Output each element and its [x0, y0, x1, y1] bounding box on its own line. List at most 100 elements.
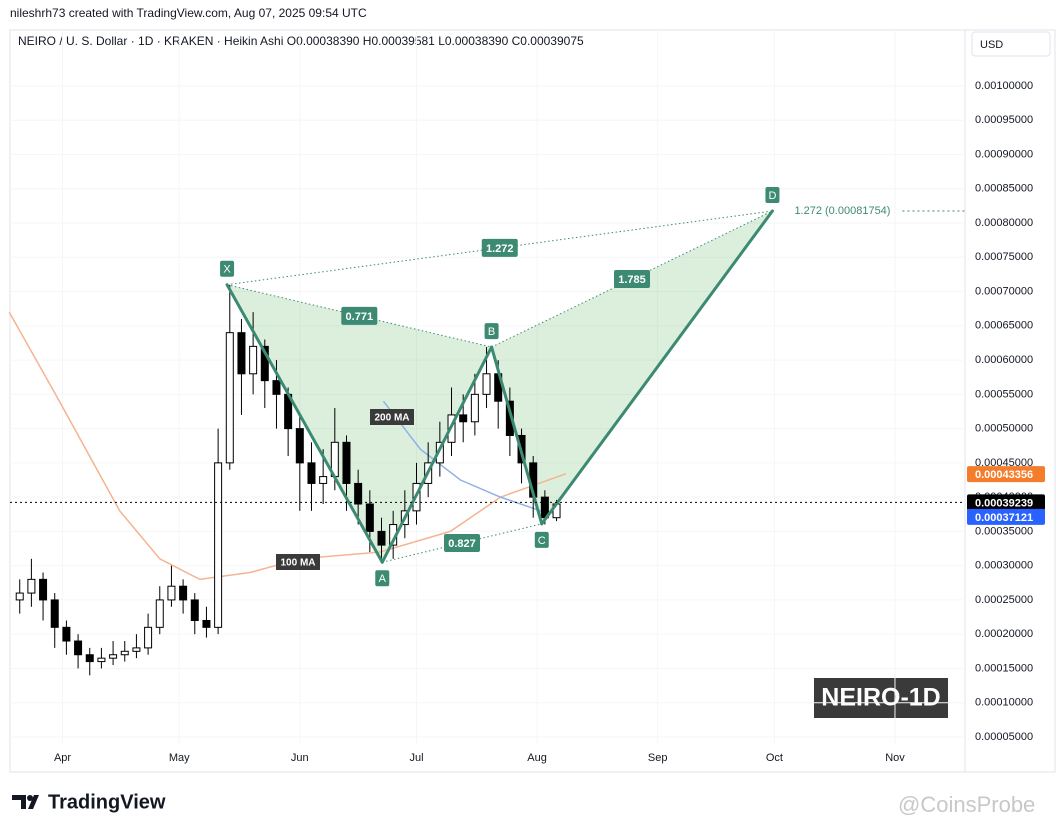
- ratio-label-box: [444, 534, 481, 553]
- point-label-box: [534, 531, 549, 548]
- point-label: B: [488, 326, 495, 338]
- y-tick-label: 0.00020000: [975, 628, 1033, 640]
- candle-body: [377, 530, 386, 546]
- candle-body: [179, 585, 188, 601]
- moving-average: [8, 311, 567, 581]
- pattern-leg: [225, 283, 384, 564]
- candle-body: [190, 599, 199, 621]
- candle-body: [354, 482, 363, 505]
- candle-body: [237, 332, 246, 375]
- candle-body: [15, 592, 24, 601]
- candle-body: [155, 599, 164, 628]
- y-tick-label: 0.00050000: [975, 423, 1033, 435]
- y-tick-label: 0.00085000: [975, 183, 1033, 195]
- ma-label: 100 MA: [280, 558, 315, 569]
- y-tick-label: 0.00100000: [975, 80, 1033, 92]
- pattern-leg: [380, 345, 494, 564]
- ratio-label: 1.785: [618, 274, 646, 286]
- badge: NEIRO-1D: [812, 676, 950, 720]
- candle-body: [249, 345, 258, 375]
- ratio-label: 0.827: [448, 538, 476, 550]
- pattern-ratio-line: [226, 284, 492, 348]
- x-tick-label: Oct: [766, 752, 783, 764]
- point-label-box: [375, 570, 390, 587]
- x-tick-label: Nov: [885, 752, 905, 764]
- frame: [9, 29, 1056, 773]
- plot: [8, 30, 965, 745]
- candle-body: [307, 462, 316, 484]
- candle-body: [85, 654, 94, 663]
- candle-body: [120, 650, 129, 656]
- point-label: C: [538, 535, 546, 547]
- candle-body: [342, 441, 351, 484]
- y-tick-label: 0.00075000: [975, 251, 1033, 263]
- candle-body: [144, 626, 153, 649]
- candle-body: [295, 428, 304, 464]
- x-tick-label: Jun: [291, 752, 309, 764]
- price-tag-label: 0.00039239: [975, 497, 1033, 509]
- ratio-label-box: [481, 238, 518, 257]
- currency[interactable]: USD: [980, 39, 1003, 51]
- x-tick-label: Aug: [527, 752, 547, 764]
- y-tick-label: 0.00090000: [975, 148, 1033, 160]
- y-tick-label: 0.00030000: [975, 560, 1033, 572]
- ratio-label: 1.272: [486, 243, 514, 255]
- pattern-area: [227, 284, 492, 563]
- y-tick-label: 0.00005000: [975, 731, 1033, 743]
- candle-body: [365, 503, 374, 532]
- candle-body: [97, 657, 106, 663]
- candle-body: [50, 599, 59, 628]
- currency-box[interactable]: [971, 31, 1051, 57]
- candle-body: [214, 462, 223, 628]
- y-tick-label: 0.00045000: [975, 457, 1033, 469]
- candle-body: [260, 345, 269, 382]
- x-tick-label: May: [169, 752, 190, 764]
- candle-body: [132, 647, 141, 652]
- ratio-label-box: [614, 270, 651, 289]
- target-label: 1.272 (0.00081754): [794, 205, 890, 217]
- attribution: nileshrh73 created with TradingView.com,…: [10, 6, 367, 20]
- point-label-box: [765, 187, 780, 204]
- brand-dot: [27, 795, 33, 801]
- y-tick-label: 0.00010000: [975, 697, 1033, 709]
- brand-icon: [12, 795, 39, 809]
- x-tick-label: Sep: [648, 752, 668, 764]
- ratio-label: 0.771: [346, 311, 374, 323]
- y-tick-label: 0.00080000: [975, 217, 1033, 229]
- candle-body: [225, 332, 234, 464]
- ratio-label-box: [341, 306, 378, 325]
- candle-body: [459, 414, 468, 423]
- price-tag-label: 0.00043356: [975, 469, 1033, 481]
- x-tick-label: Jul: [409, 752, 423, 764]
- badge-box: [812, 676, 950, 720]
- x-tick-label: Apr: [54, 752, 71, 764]
- y-tick-label: 0.00055000: [975, 388, 1033, 400]
- point-label: D: [768, 190, 776, 202]
- y-tick-label: 0.00095000: [975, 114, 1033, 126]
- y-tick-label: 0.00065000: [975, 320, 1033, 332]
- pattern-ratio-line: [382, 523, 542, 563]
- candle-body: [482, 373, 491, 395]
- price-tag: [967, 494, 1045, 511]
- candle-body: [319, 476, 328, 484]
- watermark: @CoinsProbe: [898, 792, 1035, 817]
- ma-label-box: [276, 554, 320, 570]
- point-label-box: [484, 323, 499, 340]
- candle-body: [62, 626, 71, 642]
- brand-text: TradingView: [48, 791, 166, 813]
- candle-body: [39, 578, 48, 601]
- candle-body: [167, 585, 176, 601]
- price-tag: [967, 466, 1045, 483]
- pattern-leg: [490, 345, 544, 526]
- candle-body: [27, 578, 36, 594]
- ma-label-box: [370, 409, 414, 425]
- y-tick-label: 0.00025000: [975, 594, 1033, 606]
- y-tick-label: 0.00070000: [975, 285, 1033, 297]
- point-label-box: [220, 260, 235, 277]
- candle-body: [470, 393, 479, 423]
- point-label: A: [379, 573, 387, 585]
- pattern-leg: [540, 209, 774, 526]
- ma-label: 200 MA: [374, 413, 409, 424]
- symbol-legend: NEIRO / U. S. Dollar · 1D · KRAKEN · Hei…: [18, 34, 584, 48]
